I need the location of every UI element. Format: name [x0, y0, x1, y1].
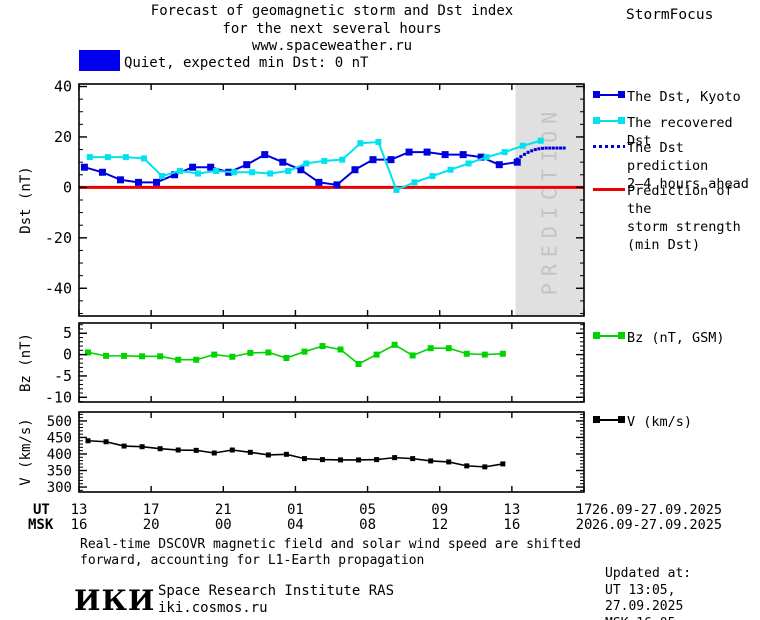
legend-label: The Dst, Kyoto: [627, 89, 741, 105]
svg-text:PREDICTION: PREDICTION: [538, 105, 562, 295]
svg-text:Dst (nT): Dst (nT): [18, 166, 34, 233]
legend-label: Bz (nT, GSM): [627, 330, 725, 346]
storm-level-swatch: [79, 50, 120, 71]
footer-note-line-2: forward, accounting for L1-Earth propaga…: [80, 553, 425, 568]
title-line-3-url: www.spaceweather.ru: [251, 38, 413, 54]
iki-logo: ИКИ: [74, 584, 156, 617]
legend-label: Prediction of the storm strength (min Ds…: [627, 183, 741, 253]
svg-text:450: 450: [47, 430, 72, 446]
svg-text:26.09-27.09.2025: 26.09-27.09.2025: [592, 517, 722, 533]
bz-line-swatch: [593, 329, 625, 343]
legend-label: V (km/s): [627, 414, 693, 430]
brand-stormfocus: StormFocus: [626, 7, 714, 23]
legend-item-storm-strength: Prediction of the storm strength (min Ds…: [593, 182, 760, 254]
legend-label: The recovered Dst: [627, 115, 733, 149]
svg-text:-20: -20: [45, 229, 72, 247]
legend-item-recovered-dst: The recovered Dst: [593, 114, 760, 150]
svg-text:16: 16: [71, 517, 88, 533]
svg-text:13: 13: [503, 502, 520, 518]
storm-status-label: Quiet, expected min Dst: 0 nT: [124, 55, 369, 71]
institute-name: Space Research Institute RAS: [158, 583, 395, 599]
svg-text:17: 17: [143, 502, 160, 518]
svg-text:16: 16: [503, 517, 520, 533]
legend-item-dst-kyoto: The Dst, Kyoto: [593, 88, 741, 106]
svg-text:00: 00: [215, 517, 232, 533]
svg-text:350: 350: [47, 464, 72, 480]
svg-text:12: 12: [431, 517, 448, 533]
svg-text:300: 300: [47, 480, 72, 496]
svg-text:-10: -10: [45, 388, 72, 406]
updated-msk: MSK 16:05, 27.09.2025: [605, 616, 760, 620]
footer-note-line-1: Real-time DSCOVR magnetic field and sola…: [80, 537, 581, 552]
svg-text:26.09-27.09.2025: 26.09-27.09.2025: [592, 502, 722, 518]
red-line-swatch: [593, 182, 625, 196]
svg-text:21: 21: [215, 502, 232, 518]
svg-text:-5: -5: [54, 367, 72, 385]
institute-url: iki.cosmos.ru: [158, 600, 268, 616]
updated-title: Updated at:: [605, 566, 692, 581]
title-line-2: for the next several hours: [222, 20, 442, 37]
legend-label: The Dst prediction 2–4 hours ahead: [627, 140, 749, 192]
page-title: Forecast of geomagnetic storm and Dst in…: [0, 3, 664, 56]
updated-ut: UT 13:05, 27.09.2025: [605, 582, 684, 615]
svg-text:20: 20: [576, 517, 593, 533]
legend-item-dst-prediction: The Dst prediction 2–4 hours ahead: [593, 139, 760, 193]
svg-text:13: 13: [71, 502, 88, 518]
svg-text:5: 5: [63, 324, 72, 342]
svg-text:UT: UT: [33, 502, 50, 518]
svg-text:09: 09: [431, 502, 448, 518]
svg-text:05: 05: [359, 502, 376, 518]
svg-text:0: 0: [63, 346, 72, 364]
recovered-line-swatch: [593, 114, 625, 128]
updated-block: Updated at: UT 13:05, 27.09.2025 MSK 16:…: [605, 566, 760, 620]
svg-text:MSK: MSK: [28, 517, 54, 533]
svg-text:17: 17: [576, 502, 593, 518]
title-line-1: Forecast of geomagnetic storm and Dst in…: [150, 3, 514, 19]
svg-text:04: 04: [287, 517, 304, 533]
svg-text:20: 20: [143, 517, 160, 533]
svg-text:400: 400: [47, 447, 72, 463]
svg-text:-40: -40: [45, 279, 72, 297]
svg-text:01: 01: [287, 502, 304, 518]
svg-text:20: 20: [54, 128, 72, 146]
legend-item-bz: Bz (nT, GSM): [593, 329, 725, 347]
svg-text:0: 0: [63, 178, 72, 196]
svg-text:500: 500: [47, 414, 72, 430]
svg-text:V (km/s): V (km/s): [18, 418, 34, 485]
v-line-swatch: [593, 413, 625, 427]
prediction-dotted-swatch: [593, 139, 625, 153]
svg-text:08: 08: [359, 517, 376, 533]
legend-item-v: V (km/s): [593, 413, 692, 431]
svg-text:Bz (nT): Bz (nT): [18, 333, 34, 392]
kyoto-line-swatch: [593, 88, 625, 102]
svg-text:40: 40: [54, 78, 72, 96]
